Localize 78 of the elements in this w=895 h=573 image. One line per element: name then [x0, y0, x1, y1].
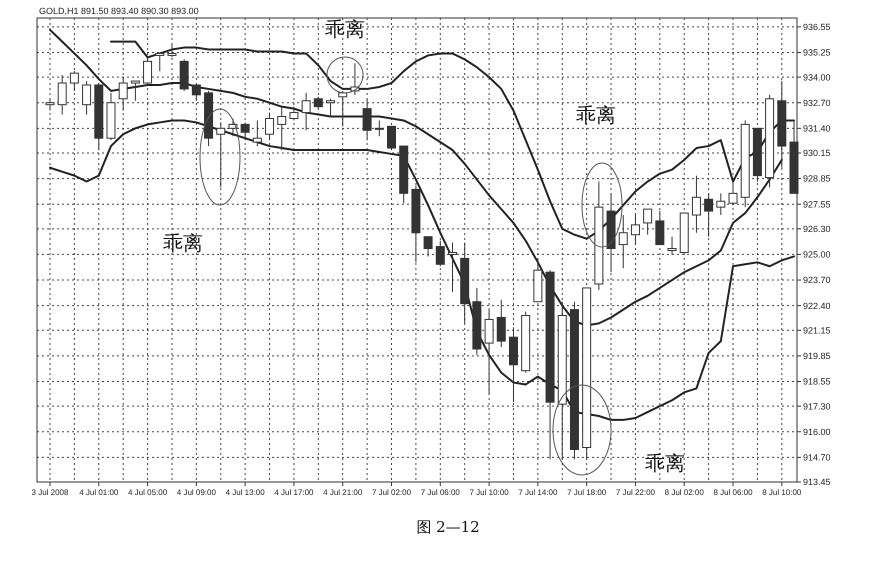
- candlestick: [496, 299, 506, 348]
- x-tick-label: 7 Jul 02:00: [372, 488, 412, 497]
- chart-title: GOLD,H1 891.50 893.40 890.30 893.00: [39, 6, 199, 16]
- y-tick-label: 921.15: [803, 325, 831, 336]
- x-tick-label: 8 Jul 02:00: [664, 488, 704, 497]
- annotation: 乖离: [325, 17, 365, 41]
- candlestick: [216, 122, 226, 188]
- y-tick-label: 935.25: [803, 48, 831, 58]
- candlestick: [82, 80, 92, 116]
- annotation: 乖离: [645, 451, 685, 475]
- y-tick-label: 914.70: [803, 452, 831, 463]
- candlestick: [374, 120, 384, 137]
- candlestick: [643, 208, 652, 236]
- candlestick: [289, 106, 298, 121]
- candlestick: [314, 96, 323, 110]
- candlestick: [265, 112, 274, 141]
- x-tick-label: 4 Jul 01:00: [79, 488, 119, 497]
- candlestick: [252, 120, 262, 147]
- y-tick-label: 932.70: [803, 98, 831, 108]
- candlestick: [240, 122, 250, 141]
- candlestick: [70, 70, 79, 92]
- candlestick: [46, 98, 54, 112]
- candlestick: [716, 192, 726, 216]
- candlestick: [728, 181, 738, 206]
- y-tick-label: 927.55: [803, 199, 831, 210]
- candlestick: [484, 309, 494, 395]
- y-tick-label: 923.70: [803, 275, 831, 286]
- x-tick-label: 7 Jul 22:00: [616, 488, 656, 497]
- y-tick-label: 917.30: [803, 401, 831, 412]
- y-tick-label: 919.85: [803, 351, 831, 362]
- x-tick-label: 4 Jul 21:00: [323, 488, 363, 497]
- candlestick: [692, 175, 701, 234]
- y-tick-label: 918.55: [803, 376, 831, 387]
- y-tick-label: 928.85: [803, 174, 831, 184]
- candlestick: [118, 76, 128, 112]
- candlestick: [192, 84, 201, 102]
- candlestick: [436, 240, 445, 267]
- candlestick: [448, 242, 457, 292]
- candlestick: [655, 210, 664, 246]
- candlestick: [302, 92, 311, 131]
- x-tick-label: 4 Jul 17:00: [274, 488, 314, 497]
- caption: 图 2—12: [416, 518, 480, 536]
- y-tick-label: 925.00: [803, 250, 831, 260]
- x-tick-label: 7 Jul 14:00: [518, 488, 558, 497]
- x-tick-label: 4 Jul 09:00: [176, 488, 216, 497]
- candlestick: [58, 74, 67, 116]
- candlestick: [362, 98, 372, 141]
- candlestick: [424, 236, 433, 257]
- annotation: 乖离: [163, 231, 203, 255]
- candlestick: [618, 214, 628, 269]
- candlestick: [155, 52, 164, 72]
- annotation: 乖离: [576, 103, 616, 127]
- y-tick-label: 926.30: [803, 224, 831, 234]
- y-tick-label: 930.15: [803, 148, 831, 158]
- x-tick-label: 3 Jul 2008: [32, 488, 70, 497]
- candlestick: [277, 106, 286, 151]
- y-tick-label: 934.00: [803, 72, 831, 82]
- x-tick-label: 8 Jul 10:00: [762, 488, 802, 497]
- candlestick: [630, 214, 640, 246]
- candlestick: [704, 192, 714, 238]
- x-tick-label: 7 Jul 06:00: [420, 488, 460, 497]
- y-tick-label: 922.40: [803, 300, 831, 311]
- candlestick: [228, 118, 238, 137]
- y-tick-label: 913.45: [803, 477, 831, 488]
- candlestick: [143, 56, 152, 86]
- candlestick: [167, 43, 176, 58]
- x-tick-label: 4 Jul 05:00: [128, 488, 168, 497]
- candlestick: [338, 90, 348, 127]
- candlestick: [668, 236, 677, 255]
- y-tick-label: 936.55: [803, 22, 831, 32]
- x-tick-label: 4 Jul 13:00: [226, 488, 266, 497]
- x-tick-label: 7 Jul 18:00: [567, 488, 607, 497]
- x-tick-label: 8 Jul 06:00: [713, 488, 754, 497]
- y-tick-label: 916.00: [803, 426, 831, 437]
- y-tick-label: 931.40: [803, 123, 831, 134]
- candlestick: [130, 80, 140, 102]
- x-tick-label: 7 Jul 10:00: [470, 488, 510, 497]
- candlestick: [387, 126, 396, 151]
